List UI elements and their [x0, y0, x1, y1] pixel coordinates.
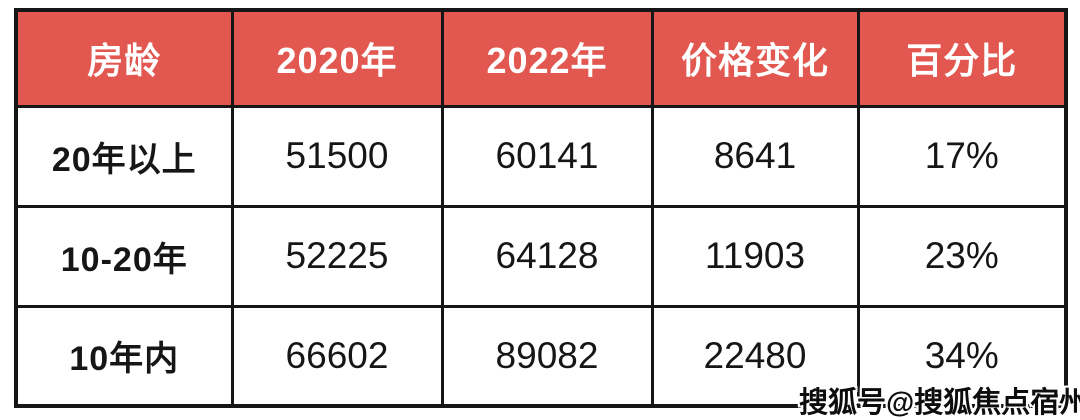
header-row: 房龄 2020年 2022年 价格变化 百分比 [14, 8, 1068, 108]
col-header-2022: 2022年 [440, 8, 654, 108]
cell-value: 52225 [230, 204, 444, 308]
cell-value: 23% [856, 204, 1068, 308]
cell-value: 51500 [230, 104, 444, 208]
cell-value: 8641 [650, 104, 860, 208]
col-header-percentage: 百分比 [856, 8, 1068, 108]
cell-value: 11903 [650, 204, 860, 308]
table-row: 10-20年 52225 64128 11903 23% [14, 204, 1068, 308]
cell-value: 66602 [230, 304, 444, 408]
row-label: 20年以上 [14, 104, 234, 208]
housing-price-table: 房龄 2020年 2022年 价格变化 百分比 20年以上 51500 6014… [14, 8, 1068, 408]
cell-value: 17% [856, 104, 1068, 208]
table-row: 20年以上 51500 60141 8641 17% [14, 104, 1068, 208]
row-label: 10年内 [14, 304, 234, 408]
col-header-2020: 2020年 [230, 8, 444, 108]
col-header-price-change: 价格变化 [650, 8, 860, 108]
row-label: 10-20年 [14, 204, 234, 308]
table-row: 10年内 66602 89082 22480 34% [14, 304, 1068, 408]
sohu-watermark: 搜狐号@搜狐焦点宿州站 [799, 387, 1080, 419]
cell-value: 89082 [440, 304, 654, 408]
col-header-house-age: 房龄 [14, 8, 234, 108]
cell-value: 64128 [440, 204, 654, 308]
cell-value: 60141 [440, 104, 654, 208]
cell-value: 22480 [650, 304, 860, 408]
cell-value: 34% [856, 304, 1068, 408]
